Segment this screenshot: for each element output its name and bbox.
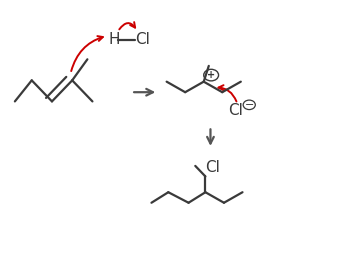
Text: Cl: Cl <box>205 160 220 175</box>
Text: Cl: Cl <box>135 32 150 47</box>
FancyArrowPatch shape <box>119 22 135 29</box>
Text: −: − <box>244 100 254 110</box>
FancyArrowPatch shape <box>71 36 103 71</box>
Text: H: H <box>108 32 120 47</box>
Text: +: + <box>207 70 215 80</box>
Text: Cl: Cl <box>228 103 243 118</box>
FancyArrowPatch shape <box>219 85 236 101</box>
